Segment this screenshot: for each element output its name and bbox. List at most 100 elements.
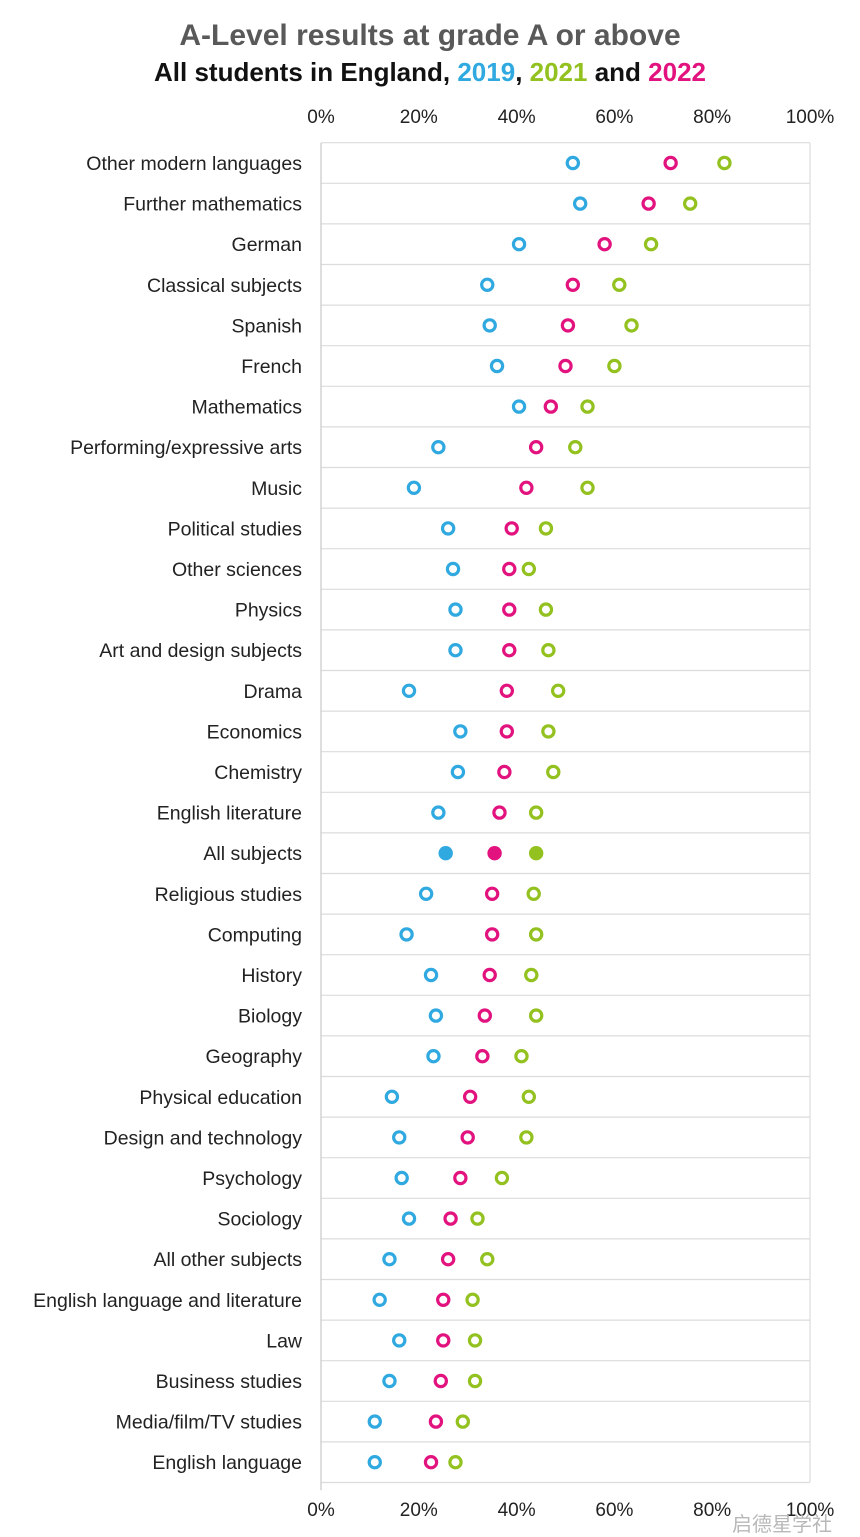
data-point-2022 [504,521,519,536]
data-point-2021 [455,1414,471,1429]
data-point-2019 [565,155,581,171]
data-point-2019 [426,1048,441,1064]
x-axis-bottom: 0% 20% 40% 60% 80% 100% [307,1500,834,1521]
x-tick-label-top: 40% [498,107,536,128]
data-point-2021 [528,805,544,820]
data-point-2022 [565,277,581,292]
data-point-2021 [538,602,554,617]
data-point-2022 [519,480,534,495]
category-label: Art and design subjects [99,640,302,662]
data-point-2022 [499,683,515,699]
data-point-2021 [580,480,595,495]
x-tick-label-top: 100% [786,107,835,128]
data-point-2022 [428,1414,444,1429]
legend-2022: 2022 [648,57,706,87]
data-point-2019 [480,277,495,292]
data-point-2021 [467,1333,483,1348]
data-point-2019 [372,1292,387,1308]
data-point-2019 [450,764,466,780]
data-point-2019 [418,886,434,902]
data-point-2022 [663,155,678,171]
data-point-2019 [392,1130,407,1145]
data-point-2019 [431,805,446,820]
x-axis-top: 0% 20% 40% 60% 80% 100% [307,107,834,128]
data-point-2022 [423,1454,439,1470]
data-point-2021 [526,886,541,902]
data-points [367,155,732,1470]
data-point-2022 [497,764,512,780]
x-tick-label-top: 60% [595,107,633,128]
data-point-2019 [489,358,505,374]
category-label: All subjects [203,843,302,865]
category-label: Business studies [156,1371,303,1393]
data-point-2022 [487,846,502,861]
data-point-2019 [392,1333,407,1348]
data-point-2021 [682,196,698,211]
data-point-2019 [367,1414,382,1429]
category-label: Chemistry [214,762,302,784]
data-point-2021 [546,764,561,780]
data-point-2021 [514,1048,529,1064]
data-point-2021 [541,724,556,739]
data-point-2022 [453,1170,468,1186]
data-point-2019 [448,602,463,617]
data-point-2021 [624,318,639,333]
data-point-2022 [502,643,517,658]
data-point-2022 [436,1292,451,1308]
category-label: German [232,234,302,256]
data-point-2022 [528,440,544,455]
category-label: Mathematics [191,397,302,419]
data-point-2022 [641,196,656,211]
subtitle-prefix: All students in England, [154,57,458,87]
data-point-2021 [607,358,622,374]
category-label: English language [152,1452,302,1474]
data-point-2021 [550,683,566,699]
gridlines [320,142,811,1491]
data-point-2019 [382,1251,397,1267]
category-label: Physics [235,600,302,622]
chart-subtitle: All students in England, 2019, 2021 and … [0,56,860,88]
subtitle-separator: , [515,57,530,87]
data-point-2019 [401,683,417,699]
data-point-2019 [511,399,527,414]
data-point-2019 [572,196,588,211]
category-label: Law [266,1330,303,1352]
data-point-2021 [612,277,627,292]
legend-2021: 2021 [529,57,588,87]
data-point-2021 [467,1373,483,1389]
data-point-2019 [438,846,453,861]
data-point-2022 [543,399,559,414]
watermark: 启德星学社 [732,1512,832,1536]
data-point-2021 [494,1170,510,1186]
data-point-2022 [462,1089,478,1105]
data-point-2019 [440,521,456,536]
data-point-2019 [399,927,414,942]
category-label: English language and literature [33,1290,302,1312]
data-point-2021 [580,399,595,414]
data-point-2021 [480,1251,495,1267]
data-point-2021 [538,521,554,536]
data-point-2022 [482,967,497,983]
data-point-2022 [502,561,517,577]
x-tick-label-bottom: 100% [786,1500,835,1521]
x-tick-label-bottom: 40% [498,1500,536,1521]
data-point-2021 [528,1008,544,1023]
data-point-2019 [394,1170,409,1186]
category-label: French [241,356,302,378]
category-label: Music [251,478,302,500]
data-point-2019 [382,1373,397,1389]
data-point-2022 [443,1211,458,1226]
category-label: Other modern languages [86,153,302,175]
category-label: Geography [206,1046,303,1068]
x-tick-label-bottom: 80% [693,1500,731,1521]
category-label: Performing/expressive arts [70,437,302,459]
data-point-2019 [453,724,468,739]
legend-2019: 2019 [457,57,516,87]
category-label: Computing [208,924,302,946]
data-point-2022 [440,1251,456,1267]
category-label: Psychology [202,1168,302,1190]
data-point-2022 [484,927,500,942]
data-point-2019 [511,236,527,252]
data-point-2022 [492,805,507,820]
category-label: Media/film/TV studies [116,1412,303,1434]
